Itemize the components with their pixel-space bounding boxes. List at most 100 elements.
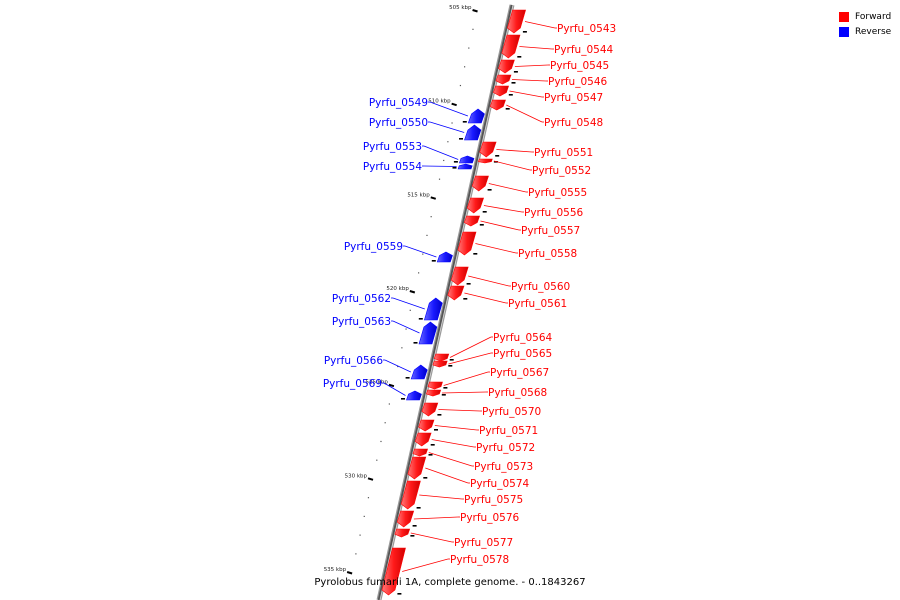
gene-label-Pyrfu_0558[interactable]: Pyrfu_0558	[518, 248, 577, 260]
gene-Pyrfu_0572[interactable]	[414, 432, 432, 447]
gene-Pyrfu_0560[interactable]	[450, 266, 469, 286]
gene-label-Pyrfu_0555[interactable]: Pyrfu_0555	[528, 187, 587, 199]
gene-label-Pyrfu_0569[interactable]: Pyrfu_0569	[323, 378, 382, 390]
gene-Pyrfu_0553[interactable]	[458, 155, 475, 164]
scale-dot	[367, 497, 370, 499]
gene-Pyrfu_0566[interactable]	[410, 364, 428, 380]
gene-label-Pyrfu_0565[interactable]: Pyrfu_0565	[493, 348, 552, 360]
gene-label-Pyrfu_0578[interactable]: Pyrfu_0578	[450, 554, 509, 566]
gene-Pyrfu_0551[interactable]	[479, 141, 497, 158]
gene-label-Pyrfu_0548[interactable]: Pyrfu_0548	[544, 117, 603, 129]
gene-label-Pyrfu_0544[interactable]: Pyrfu_0544	[554, 44, 614, 56]
gene-Pyrfu_0544[interactable]	[501, 34, 521, 59]
gene-label-Pyrfu_0564[interactable]: Pyrfu_0564	[493, 332, 553, 344]
gene-label-Pyrfu_0559[interactable]: Pyrfu_0559	[344, 241, 403, 253]
gene-Pyrfu_0576[interactable]	[396, 510, 415, 528]
gene-labels: Pyrfu_0543 Pyrfu_0544 Pyrfu_0545 Pyrfu_0546…	[323, 21, 616, 572]
gene-Pyrfu_0574[interactable]	[407, 456, 427, 480]
gene-Pyrfu_0555[interactable]	[471, 175, 489, 192]
forward-swatch	[839, 11, 849, 22]
legend-forward: Forward	[839, 9, 891, 24]
gene-label-Pyrfu_0563[interactable]: Pyrfu_0563	[332, 316, 391, 328]
gene-Pyrfu_0562[interactable]	[424, 297, 443, 321]
scale-dot	[388, 403, 390, 405]
gene-Pyrfu_0568[interactable]	[426, 389, 442, 397]
gene-Pyrfu_0556[interactable]	[466, 197, 485, 214]
gene-Pyrfu_0573[interactable]	[412, 448, 429, 457]
gene-label-Pyrfu_0553[interactable]: Pyrfu_0553	[363, 141, 422, 153]
gene-Pyrfu_0565[interactable]	[432, 360, 448, 368]
gene-leader-line	[384, 359, 411, 373]
feature-end-marker	[463, 298, 468, 300]
scale-dot	[472, 28, 474, 30]
kbp-tick-label: 515 kbp	[407, 192, 430, 198]
gene-Pyrfu_0549[interactable]	[467, 108, 485, 124]
gene-Pyrfu_0558[interactable]	[457, 231, 477, 256]
gene-label-Pyrfu_0557[interactable]: Pyrfu_0557	[521, 225, 580, 237]
gene-leader-line	[410, 532, 453, 543]
gene-label-Pyrfu_0556[interactable]: Pyrfu_0556	[524, 207, 584, 219]
gene-Pyrfu_0550[interactable]	[464, 124, 482, 141]
gene-Pyrfu_0571[interactable]	[418, 419, 435, 432]
gene-leader-line	[392, 320, 420, 334]
gene-label-Pyrfu_0575[interactable]: Pyrfu_0575	[464, 494, 523, 506]
gene-label-Pyrfu_0571[interactable]: Pyrfu_0571	[479, 425, 538, 437]
gene-label-Pyrfu_0573[interactable]: Pyrfu_0573	[474, 461, 533, 473]
gene-Pyrfu_0563[interactable]	[418, 321, 438, 345]
gene-Pyrfu_0564[interactable]	[433, 353, 450, 362]
gene-label-Pyrfu_0545[interactable]: Pyrfu_0545	[550, 60, 609, 72]
scale-dot	[459, 84, 462, 87]
gene-Pyrfu_0561[interactable]	[447, 285, 465, 301]
gene-leader-line	[519, 46, 553, 50]
gene-label-Pyrfu_0576[interactable]: Pyrfu_0576	[460, 512, 520, 524]
gene-label-Pyrfu_0549[interactable]: Pyrfu_0549	[369, 97, 428, 109]
reverse-swatch	[839, 26, 849, 37]
gene-leader-line	[438, 409, 481, 412]
gene-label-Pyrfu_0546[interactable]: Pyrfu_0546	[548, 76, 608, 88]
gene-label-Pyrfu_0566[interactable]: Pyrfu_0566	[324, 355, 384, 367]
gene-label-Pyrfu_0574[interactable]: Pyrfu_0574	[470, 478, 530, 490]
gene-leader-line	[448, 352, 492, 365]
gene-Pyrfu_0554[interactable]	[457, 163, 473, 170]
gene-label-Pyrfu_0554[interactable]: Pyrfu_0554	[363, 161, 423, 173]
gene-Pyrfu_0559[interactable]	[436, 251, 453, 263]
gene-Pyrfu_0546[interactable]	[495, 74, 512, 85]
feature-end-marker	[453, 161, 458, 163]
scale-dot	[405, 328, 407, 330]
gene-Pyrfu_0548[interactable]	[489, 99, 506, 111]
gene-Pyrfu_0577[interactable]	[394, 528, 411, 538]
scale-dot	[359, 534, 361, 536]
gene-Pyrfu_0543[interactable]	[507, 9, 526, 34]
gene-label-Pyrfu_0552[interactable]: Pyrfu_0552	[532, 165, 591, 177]
gene-Pyrfu_0569[interactable]	[406, 390, 422, 401]
gene-label-Pyrfu_0550[interactable]: Pyrfu_0550	[369, 117, 428, 129]
feature-end-marker	[441, 394, 446, 396]
gene-label-Pyrfu_0562[interactable]: Pyrfu_0562	[332, 293, 391, 305]
gene-label-Pyrfu_0543[interactable]: Pyrfu_0543	[557, 23, 616, 35]
gene-label-Pyrfu_0551[interactable]: Pyrfu_0551	[534, 147, 593, 159]
gene-label-Pyrfu_0547[interactable]: Pyrfu_0547	[544, 92, 603, 104]
gene-leader-line	[434, 425, 478, 431]
gene-Pyrfu_0552[interactable]	[478, 158, 493, 164]
gene-Pyrfu_0545[interactable]	[498, 59, 515, 74]
gene-leader-line	[464, 292, 507, 304]
gene-Pyrfu_0575[interactable]	[400, 480, 421, 510]
gene-leader-line	[449, 336, 492, 358]
kbp-tick-4	[388, 383, 395, 388]
feature-end-marker	[431, 260, 436, 262]
gene-Pyrfu_0570[interactable]	[421, 402, 439, 417]
feature-end-marker	[405, 377, 410, 379]
gene-label-Pyrfu_0568[interactable]: Pyrfu_0568	[488, 387, 547, 399]
gene-Pyrfu_0578[interactable]	[381, 547, 406, 596]
scale-dot	[376, 459, 378, 461]
gene-label-Pyrfu_0567[interactable]: Pyrfu_0567	[490, 367, 549, 379]
gene-leader-line	[423, 165, 457, 167]
gene-label-Pyrfu_0577[interactable]: Pyrfu_0577	[454, 537, 513, 549]
gene-label-Pyrfu_0560[interactable]: Pyrfu_0560	[511, 281, 570, 293]
gene-Pyrfu_0567[interactable]	[427, 381, 443, 390]
gene-Pyrfu_0557[interactable]	[463, 215, 481, 227]
gene-label-Pyrfu_0570[interactable]: Pyrfu_0570	[482, 406, 541, 418]
gene-label-Pyrfu_0561[interactable]: Pyrfu_0561	[508, 298, 567, 310]
gene-Pyrfu_0547[interactable]	[493, 85, 510, 97]
gene-label-Pyrfu_0572[interactable]: Pyrfu_0572	[476, 442, 535, 454]
